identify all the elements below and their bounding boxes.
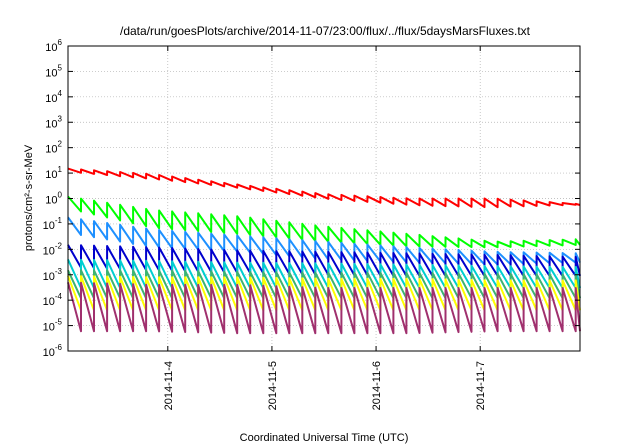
y-tick-exponent: -1 (55, 216, 63, 225)
y-tick-label: 10-6 (43, 343, 63, 359)
y-tick-label: 10-3 (43, 267, 63, 283)
y-tick-exponent: 6 (58, 38, 63, 47)
x-tick-label: 2014-11-5 (267, 361, 279, 410)
y-tick-label: 10-4 (43, 292, 63, 308)
grid-lines (68, 46, 580, 351)
y-tick-label: 101 (45, 165, 62, 181)
series-line-2 (67, 195, 581, 249)
chart-title: /data/run/goesPlots/archive/2014-11-07/2… (120, 24, 531, 38)
x-axis-label: Coordinated Universal Time (UTC) (240, 432, 409, 444)
y-axis: 10-610-510-410-310-210-11001011021031041… (43, 38, 580, 359)
y-tick-exponent: 2 (58, 140, 63, 149)
y-tick-label: 10-2 (43, 241, 63, 257)
y-tick-label: 106 (45, 38, 62, 54)
y-tick-label: 103 (45, 114, 62, 130)
y-tick-exponent: 4 (58, 89, 63, 98)
y-tick-exponent: -3 (55, 267, 63, 276)
series-line-1 (67, 167, 581, 209)
y-tick-exponent: 1 (58, 165, 63, 174)
x-tick-label: 2014-11-6 (371, 361, 383, 410)
series-line-8 (67, 281, 581, 335)
x-axis: 2014-11-4 2014-11-5 2014-11-6 2014-11-7 (163, 46, 487, 410)
y-tick-label: 10-1 (43, 216, 63, 232)
y-tick-exponent: -6 (55, 343, 63, 352)
y-tick-exponent: 5 (58, 63, 63, 72)
y-axis-label: protons/cm²-s-sr-MeV (23, 144, 35, 251)
series-group (67, 167, 581, 335)
y-tick-label: 102 (45, 140, 62, 156)
y-tick-label: 105 (45, 63, 62, 79)
y-tick-exponent: -2 (55, 241, 63, 250)
y-tick-exponent: 3 (58, 114, 63, 123)
series-line-3 (67, 216, 581, 266)
y-tick-label: 10-5 (43, 318, 63, 334)
y-tick-exponent: -5 (55, 318, 63, 327)
x-tick-label: 2014-11-7 (475, 361, 487, 410)
y-tick-label: 100 (45, 191, 62, 207)
y-tick-exponent: 0 (58, 191, 63, 200)
y-tick-label: 104 (45, 89, 62, 105)
x-tick-label: 2014-11-4 (163, 361, 175, 410)
y-tick-exponent: -4 (55, 292, 63, 301)
